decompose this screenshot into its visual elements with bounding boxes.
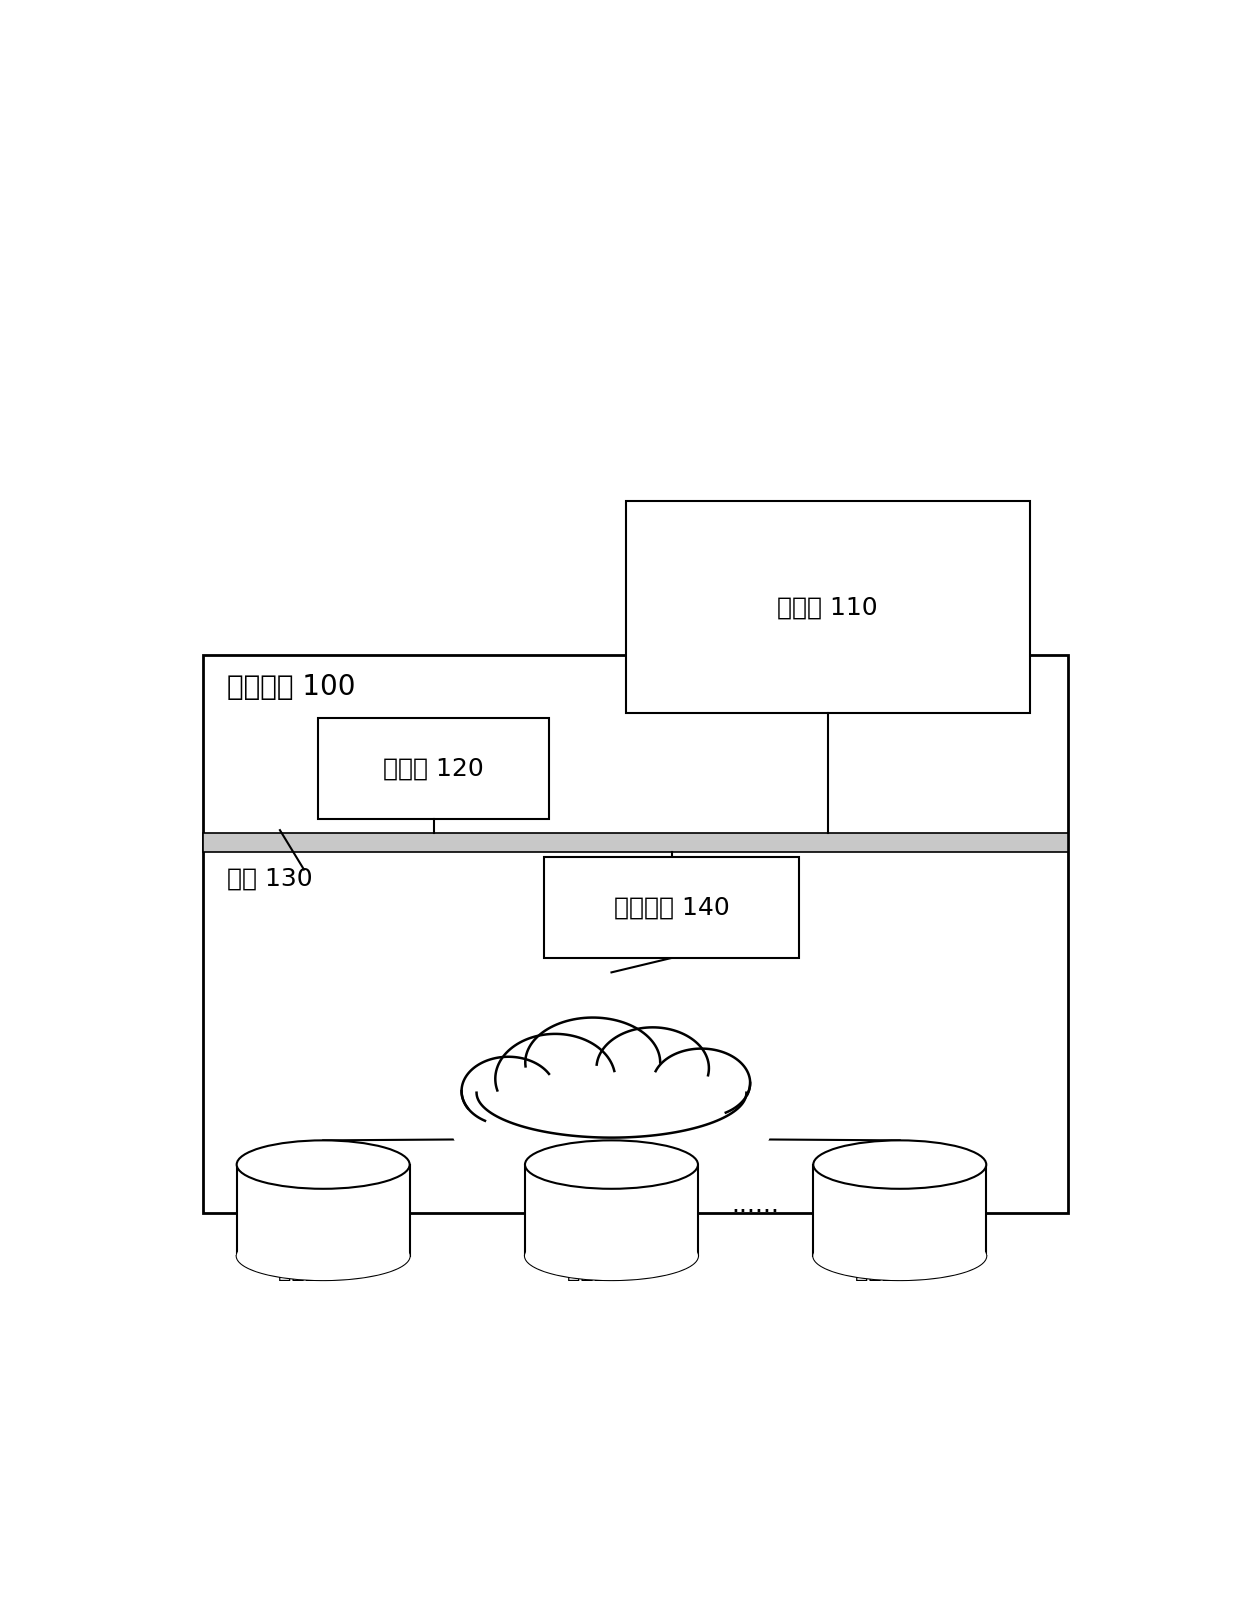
Text: 存储器 110: 存储器 110 bbox=[777, 596, 878, 620]
Text: ......: ...... bbox=[732, 1193, 780, 1218]
Ellipse shape bbox=[461, 1057, 556, 1125]
Text: 数据库 150: 数据库 150 bbox=[567, 1261, 656, 1280]
Bar bbox=[203, 655, 1068, 1213]
Ellipse shape bbox=[596, 1027, 709, 1109]
Text: 处理器 120: 处理器 120 bbox=[383, 756, 484, 780]
Ellipse shape bbox=[525, 1232, 698, 1280]
Ellipse shape bbox=[498, 1051, 724, 1133]
Ellipse shape bbox=[526, 1017, 660, 1107]
Bar bbox=[237, 1165, 409, 1256]
Text: 数据库 150: 数据库 150 bbox=[278, 1261, 368, 1280]
Bar bbox=[544, 857, 799, 958]
Ellipse shape bbox=[495, 1033, 615, 1123]
Text: 数据库 150: 数据库 150 bbox=[854, 1261, 945, 1280]
Ellipse shape bbox=[453, 1073, 771, 1189]
Bar bbox=[525, 1165, 698, 1256]
Ellipse shape bbox=[525, 1141, 698, 1189]
Ellipse shape bbox=[813, 1232, 986, 1280]
Bar bbox=[813, 1165, 986, 1256]
Text: 网络 160: 网络 160 bbox=[578, 1075, 663, 1099]
Ellipse shape bbox=[813, 1141, 986, 1189]
Ellipse shape bbox=[237, 1141, 409, 1189]
Ellipse shape bbox=[652, 1049, 750, 1117]
Bar bbox=[626, 501, 1029, 713]
Text: 接入设备 140: 接入设备 140 bbox=[614, 896, 729, 920]
Text: 总线 130: 总线 130 bbox=[227, 867, 312, 891]
Bar bbox=[319, 718, 549, 819]
Ellipse shape bbox=[237, 1232, 409, 1280]
Text: 电子设备 100: 电子设备 100 bbox=[227, 673, 356, 700]
Bar bbox=[203, 833, 1068, 852]
